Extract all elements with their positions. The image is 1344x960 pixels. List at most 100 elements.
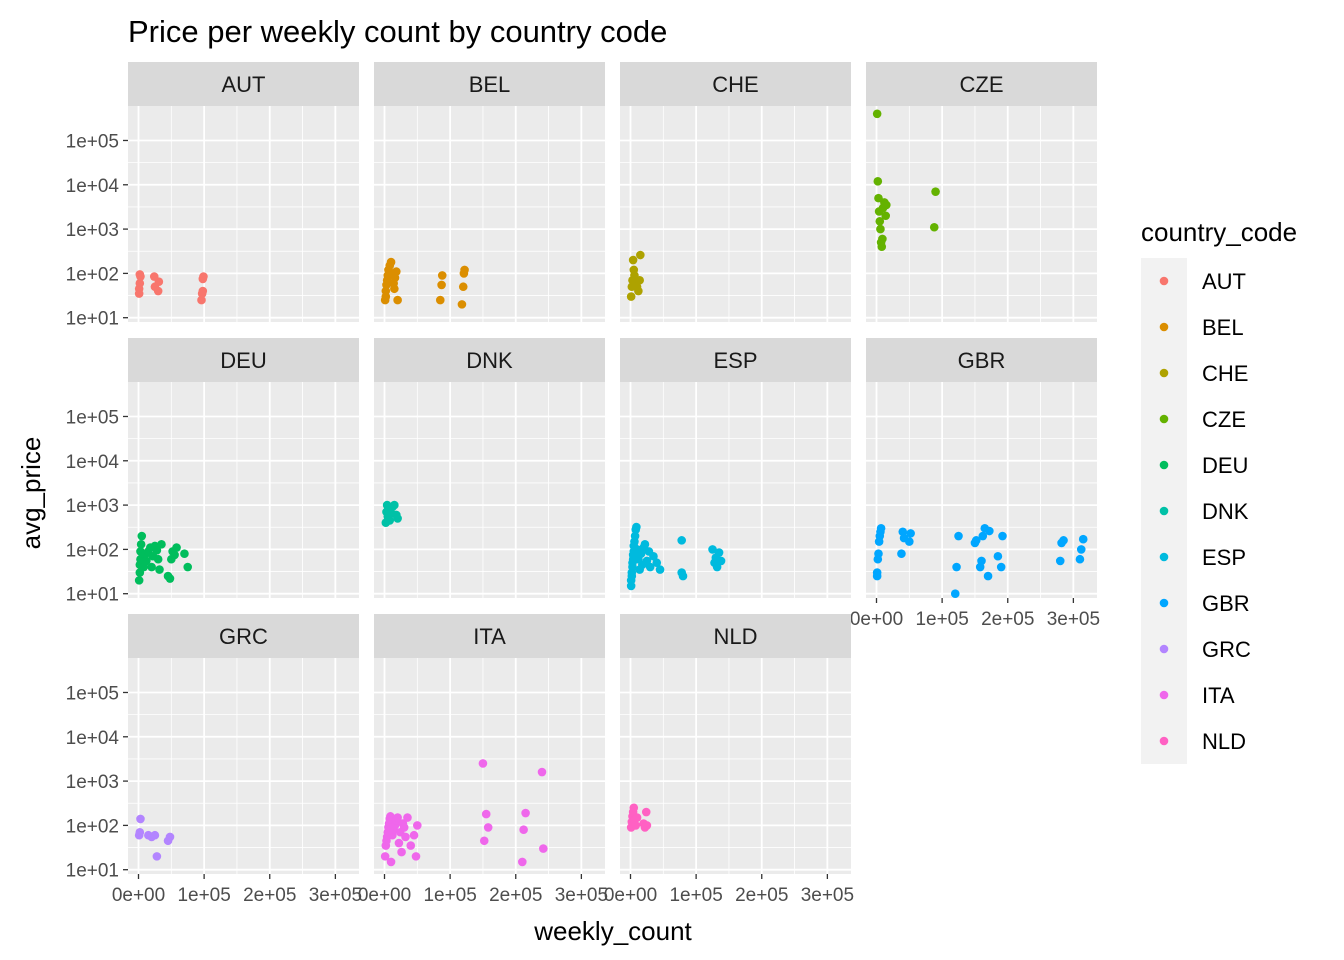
data-point	[170, 550, 179, 560]
data-point	[630, 531, 640, 541]
data-point	[137, 531, 147, 541]
data-point	[539, 844, 548, 853]
strip-label: DNK	[466, 348, 513, 373]
strip-label: GBR	[958, 348, 1006, 373]
panel-background	[620, 658, 851, 874]
data-point	[154, 277, 164, 286]
legend-item-cze: CZE	[1159, 407, 1246, 432]
strip	[374, 338, 605, 382]
strip	[128, 338, 359, 382]
y-tick-label: 1e+04	[66, 728, 120, 749]
x-tick-label: 0e+00	[358, 885, 411, 906]
panel-background	[866, 106, 1097, 322]
legend-item-ita: ITA	[1159, 683, 1235, 708]
x-tick-label: 1e+05	[177, 885, 230, 906]
legend-item-deu: DEU	[1159, 453, 1248, 478]
x-tick-label: 1e+05	[915, 609, 968, 630]
data-point	[180, 549, 189, 558]
data-point	[437, 280, 446, 290]
data-point	[136, 540, 146, 549]
legend-item-aut: AUT	[1159, 269, 1246, 294]
strip-label: CZE	[960, 72, 1004, 97]
data-point	[652, 558, 662, 568]
data-point	[397, 847, 406, 857]
x-tick-label: 3e+05	[555, 885, 608, 906]
data-point	[403, 813, 412, 822]
data-point	[716, 556, 726, 566]
data-point	[172, 543, 181, 552]
x-tick-label: 3e+05	[309, 885, 362, 906]
chart-title: Price per weekly count by country code	[128, 14, 667, 49]
data-point	[392, 267, 401, 276]
data-point	[634, 286, 643, 296]
data-point	[996, 562, 1006, 572]
panel-cze: CZE	[866, 62, 1097, 322]
legend-label: DEU	[1202, 453, 1248, 478]
data-point	[635, 275, 644, 285]
legend-item-gbr: GBR	[1159, 591, 1250, 616]
data-point	[873, 176, 883, 186]
panel-background	[128, 658, 359, 874]
data-point	[409, 830, 419, 840]
data-point	[872, 109, 882, 119]
panel-background	[374, 106, 605, 322]
strip	[866, 62, 1097, 106]
data-point	[931, 187, 940, 196]
strip	[620, 614, 851, 658]
legend-label: GBR	[1202, 591, 1250, 616]
data-point	[134, 576, 144, 585]
y-tick-label: 1e+02	[66, 816, 119, 837]
legend-label: CHE	[1202, 361, 1248, 386]
data-point	[153, 286, 163, 296]
data-point	[897, 549, 906, 558]
panel-che: CHE	[620, 62, 851, 322]
strip	[128, 62, 359, 106]
data-point	[642, 821, 652, 830]
y-tick-label: 1e+03	[66, 772, 119, 793]
data-point	[677, 536, 686, 545]
panel-background	[620, 106, 851, 322]
panel-bel: BEL	[374, 62, 605, 322]
legend-key	[1159, 506, 1169, 516]
strip	[620, 62, 851, 106]
legend-label: NLD	[1202, 729, 1246, 754]
y-tick-label: 1e+03	[66, 496, 119, 517]
data-point	[628, 255, 638, 265]
x-tick-label: 2e+05	[243, 885, 296, 906]
data-point	[153, 554, 163, 564]
x-tick-label: 0e+00	[850, 609, 903, 630]
y-tick-label: 1e+01	[66, 585, 119, 606]
legend-key	[1159, 552, 1169, 562]
legend-key	[1159, 644, 1169, 654]
data-point	[406, 841, 416, 850]
data-point	[629, 803, 639, 813]
y-axis-title: avg_price	[16, 437, 46, 550]
legend-label: DNK	[1202, 499, 1249, 524]
data-point	[872, 571, 882, 581]
panel-background	[128, 106, 359, 322]
x-tick-label: 3e+05	[801, 885, 854, 906]
legend-label: ESP	[1202, 545, 1246, 570]
data-point	[135, 278, 145, 288]
strip-label: DEU	[220, 348, 266, 373]
data-point	[136, 814, 145, 824]
legend-key	[1159, 276, 1169, 286]
data-point	[876, 523, 886, 533]
data-point	[645, 562, 655, 572]
data-point	[1059, 536, 1068, 545]
legend-item-grc: GRC	[1159, 637, 1251, 662]
strip	[866, 338, 1097, 382]
y-tick-label: 1e+01	[66, 309, 119, 330]
data-point	[985, 526, 994, 536]
data-point	[518, 857, 527, 867]
data-point	[183, 562, 193, 572]
data-point	[386, 857, 396, 867]
legend-key	[1159, 598, 1169, 608]
data-point	[393, 813, 402, 822]
x-tick-label: 2e+05	[489, 885, 542, 906]
legend-label: AUT	[1202, 269, 1246, 294]
data-point	[460, 265, 469, 275]
strip-label: GRC	[219, 624, 268, 649]
data-point	[390, 284, 399, 294]
